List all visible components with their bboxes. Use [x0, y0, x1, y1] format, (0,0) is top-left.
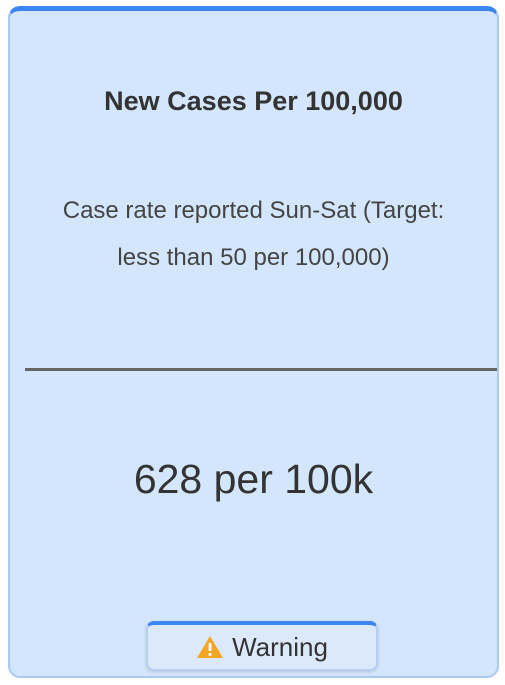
warning-icon	[197, 636, 224, 658]
card-subtitle: Case rate reported Sun-Sat (Target: less…	[62, 197, 445, 271]
status-badge: Warning	[146, 621, 378, 671]
divider	[25, 368, 497, 371]
status-label: Warning	[232, 631, 328, 662]
metric-value: 628 per 100k	[133, 456, 374, 502]
card-title: New Cases Per 100,000	[104, 86, 403, 116]
metric-card: New Cases Per 100,000 Case rate reported…	[8, 6, 499, 678]
